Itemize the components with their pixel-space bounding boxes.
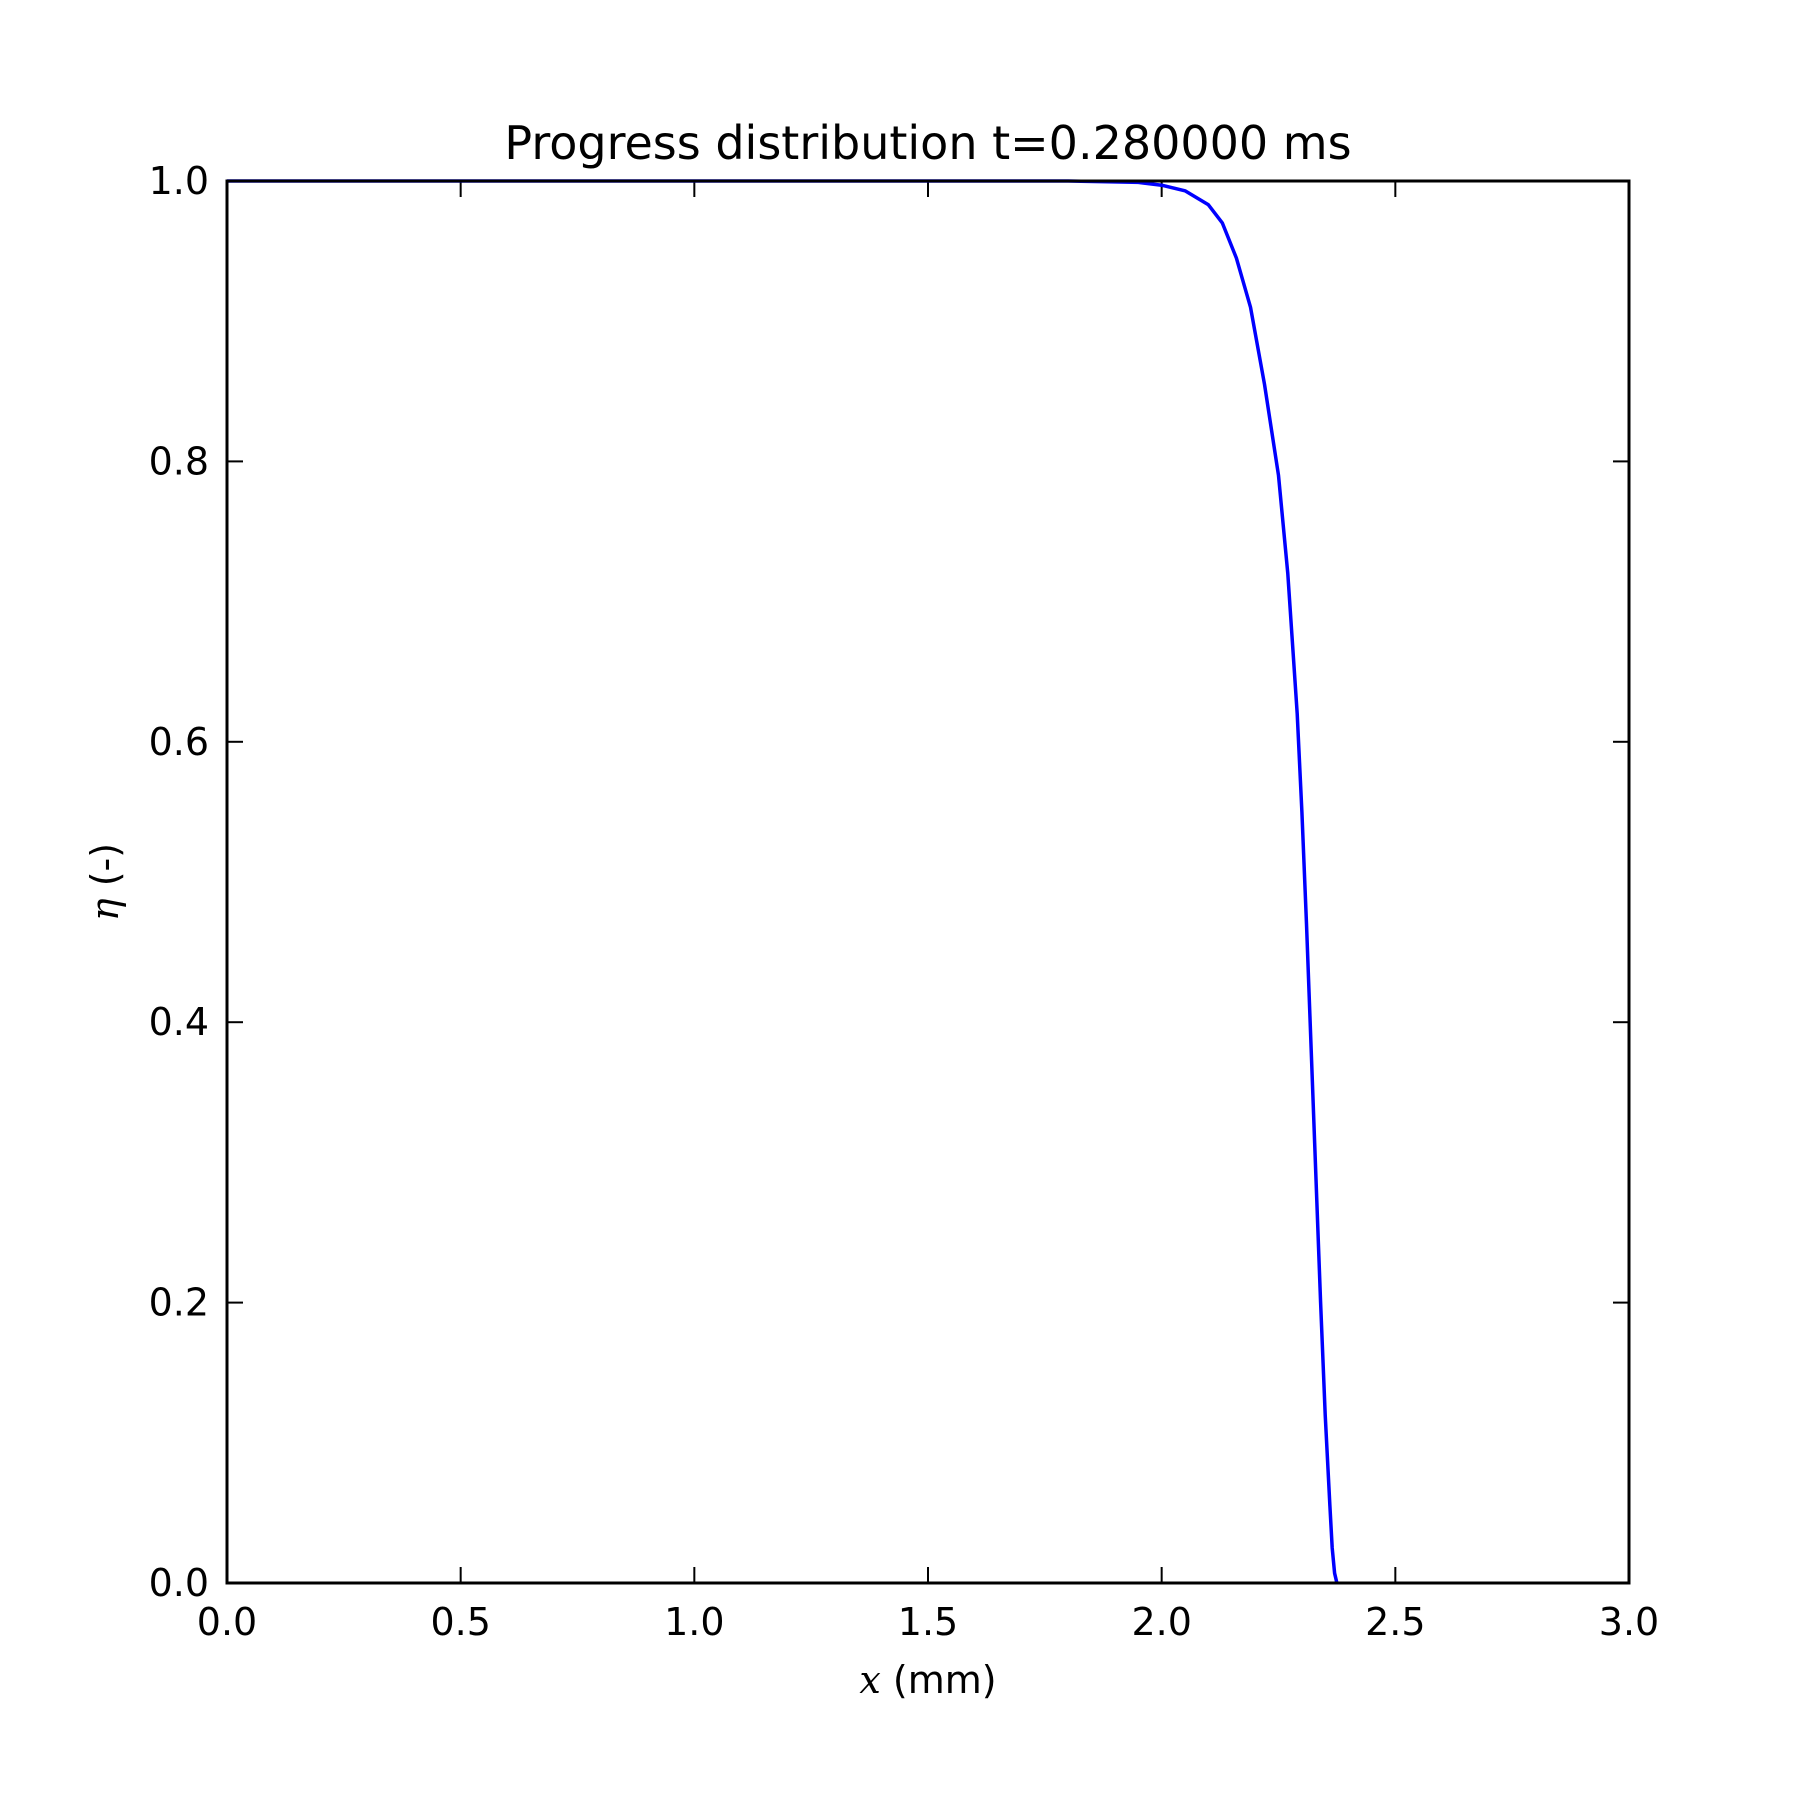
y-axis-label-unit: (-) [83, 843, 127, 898]
x-tick-label: 3.0 [1599, 1600, 1659, 1644]
x-tick-label: 0.0 [197, 1600, 257, 1644]
y-tick-label: 0.8 [149, 439, 209, 483]
y-tick-label: 0.4 [149, 1000, 209, 1044]
series-line [227, 179, 1339, 1584]
x-axis-label-symbol: x [859, 1658, 880, 1702]
y-tick-label: 0.0 [149, 1561, 209, 1605]
chart-title: Progress distribution t=0.280000 ms [504, 116, 1351, 170]
x-tick-label: 1.0 [664, 1600, 724, 1644]
x-tick-label: 2.0 [1131, 1600, 1191, 1644]
y-axis-label-symbol: η [83, 898, 127, 921]
y-tick-label: 0.2 [149, 1281, 209, 1325]
x-axis-label: x (mm) [859, 1658, 996, 1702]
x-axis-ticks: 0.0 0.5 1.0 1.5 2.0 2.5 3.0 [197, 181, 1659, 1644]
plot-frame [225, 179, 1631, 1585]
y-tick-label: 0.6 [149, 720, 209, 764]
x-tick-label: 2.5 [1365, 1600, 1425, 1644]
y-axis-label: η (-) [83, 843, 127, 921]
series-layer [227, 179, 1339, 1584]
x-axis-label-unit: (mm) [881, 1658, 997, 1702]
y-tick-label: 1.0 [149, 159, 209, 203]
x-tick-label: 1.5 [898, 1600, 958, 1644]
x-tick-label: 0.5 [430, 1600, 490, 1644]
y-axis-ticks: 0.0 0.2 0.4 0.6 0.8 1.0 [149, 159, 1629, 1605]
